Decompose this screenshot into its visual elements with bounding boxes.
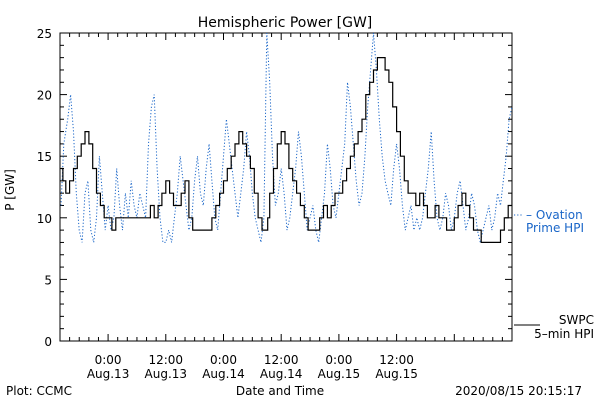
plot-border xyxy=(59,32,513,342)
x-tick-sublabel: Aug.14 xyxy=(260,367,303,381)
y-axis: 0 5 10 15 20 25 xyxy=(37,27,512,349)
legend-ovation-line2: Prime HPI xyxy=(526,221,584,235)
legend-swpc-line1: SWPC xyxy=(559,313,594,327)
y-tick-label: 0 xyxy=(44,335,52,349)
series-line-swpc-hpi xyxy=(61,57,512,243)
x-tick-sublabel: Aug.15 xyxy=(375,367,418,381)
footer-timestamp: 2020/08/15 20:15:17 xyxy=(455,384,582,398)
chart-title: Hemispheric Power [GW] xyxy=(198,15,373,31)
x-tick-label: 0:00 xyxy=(325,353,352,367)
series-layer xyxy=(60,33,512,243)
x-axis: 0:00Aug.1312:00Aug.130:00Aug.1412:00Aug.… xyxy=(59,33,513,381)
y-tick-label: 25 xyxy=(37,27,52,41)
legend-ovation-line1: – Ovation xyxy=(526,208,583,222)
x-tick-label: 12:00 xyxy=(148,353,183,367)
x-tick-label: 0:00 xyxy=(210,353,237,367)
x-tick-label: 12:00 xyxy=(379,353,414,367)
x-tick-label: 0:00 xyxy=(95,353,122,367)
y-tick-label: 20 xyxy=(37,89,52,103)
series-line-ovation-prime-hpi xyxy=(60,33,512,243)
legend-swpc-line2: 5–min HPI xyxy=(534,327,594,341)
x-tick-label: 12:00 xyxy=(264,353,299,367)
x-axis-label: Date and Time xyxy=(236,384,324,398)
y-axis-label: P [GW] xyxy=(3,169,17,211)
plot-frame xyxy=(59,32,513,342)
y-tick-label: 15 xyxy=(37,150,52,164)
x-tick-sublabel: Aug.13 xyxy=(87,367,130,381)
y-tick-label: 5 xyxy=(44,273,52,287)
x-tick-sublabel: Aug.15 xyxy=(318,367,361,381)
footer-plot-credit: Plot: CCMC xyxy=(6,384,72,398)
y-tick-label: 10 xyxy=(37,212,52,226)
x-tick-sublabel: Aug.13 xyxy=(145,367,188,381)
x-tick-sublabel: Aug.14 xyxy=(202,367,245,381)
